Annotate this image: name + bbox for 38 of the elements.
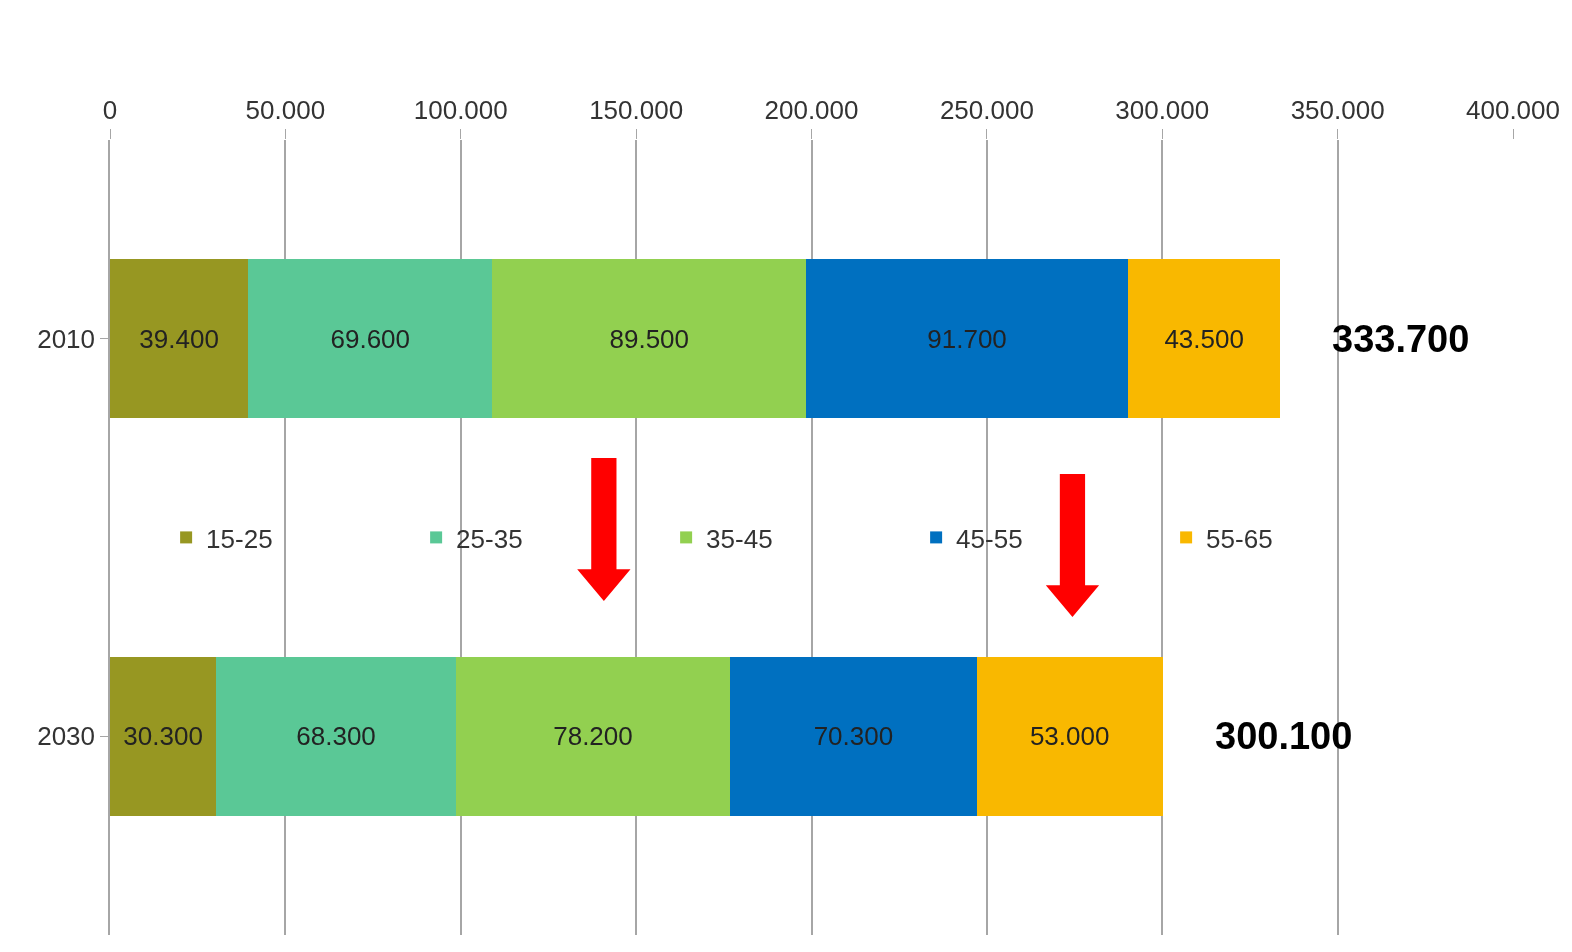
bar [1127, 259, 1281, 419]
data-label: 68.300 [296, 721, 376, 752]
data-label: 70.300 [813, 721, 894, 752]
data-label: 69.600 [330, 323, 411, 354]
legend-label: 35-45 [706, 523, 773, 554]
bar [455, 656, 731, 816]
bar [806, 259, 1128, 419]
x-tick-label: 0 [102, 94, 118, 125]
data-label: 30.300 [123, 721, 203, 752]
x-tick-label: 50.000 [245, 94, 326, 125]
x-tick-label: 150.000 [589, 94, 684, 125]
data-label: 78.200 [553, 721, 633, 752]
data-label: 39.400 [139, 323, 219, 354]
y-tick-label: 2010 [37, 323, 96, 354]
legend-label: 55-65 [1206, 523, 1273, 554]
legend-label: 15-25 [206, 523, 273, 554]
x-tick-label: 100.000 [413, 94, 508, 125]
total-label: 333.700 [1332, 318, 1470, 360]
x-tick-label: 300.000 [1115, 94, 1210, 125]
x-tick-label: 250.000 [939, 94, 1034, 125]
bar [248, 259, 493, 419]
x-tick-label: 400.000 [1466, 94, 1560, 125]
total-label: 300.100 [1215, 715, 1353, 757]
x-tick-label: 350.000 [1290, 94, 1385, 125]
x-tick-label: 200.000 [764, 94, 859, 125]
bar [216, 656, 456, 816]
data-label: 91.700 [927, 323, 1007, 354]
bar [976, 656, 1163, 816]
data-label: 53.000 [1029, 721, 1110, 752]
data-label: 43.500 [1164, 323, 1244, 354]
legend-label: 45-55 [956, 523, 1023, 554]
bar [730, 656, 977, 816]
bar [492, 259, 807, 419]
data-label: 89.500 [609, 323, 690, 354]
bar [110, 259, 249, 419]
legend-label: 25-35 [456, 523, 523, 554]
y-tick-label: 2030 [37, 721, 96, 752]
bar [110, 656, 217, 816]
